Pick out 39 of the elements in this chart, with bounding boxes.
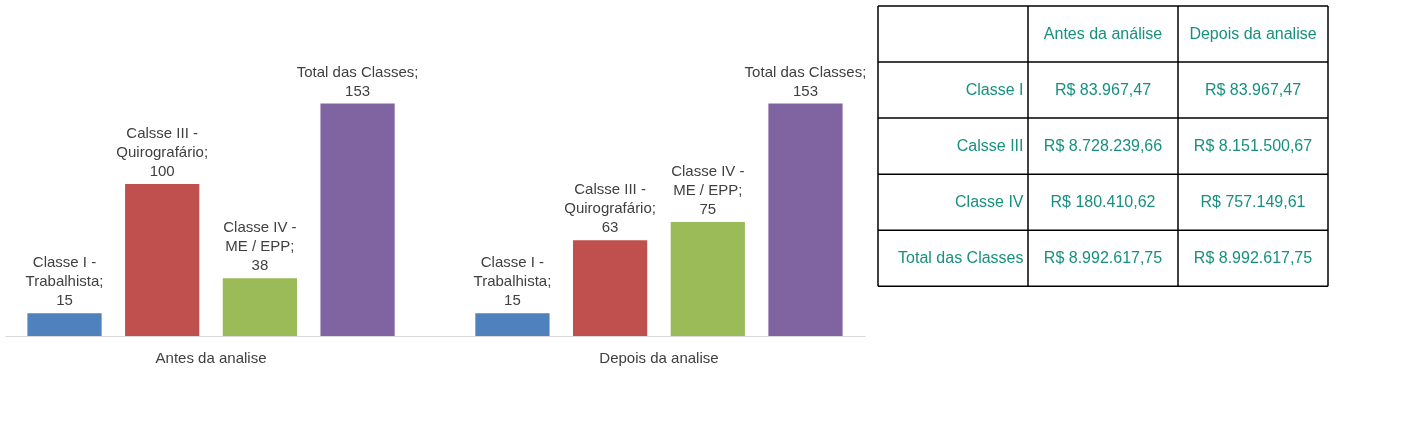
series-label: Classe IV - ME / EPP; bbox=[223, 218, 297, 255]
text: Calsse III - Quirografário; bbox=[564, 180, 656, 217]
text: Total das Classes; bbox=[296, 62, 419, 80]
text: R$ 757.149,61 bbox=[1200, 193, 1306, 211]
text: R$ 83.967,47 bbox=[1054, 81, 1152, 99]
data-label: 100 bbox=[149, 162, 175, 180]
text: R$ 180.410,62 bbox=[1050, 193, 1156, 211]
data-label: 153 bbox=[345, 81, 371, 99]
text: R$ 8.151.500,67 bbox=[1193, 137, 1313, 155]
series-label: Classe I - Trabalhista; bbox=[25, 253, 104, 290]
category-label: Classe I bbox=[965, 81, 1024, 99]
series-label: Calsse III - Quirografário; bbox=[116, 124, 209, 161]
bar bbox=[768, 103, 843, 336]
category-label: Classe IV bbox=[955, 193, 1024, 211]
category-label: Calsse III bbox=[956, 137, 1024, 155]
bar bbox=[27, 313, 102, 336]
category-label: Antes da análise bbox=[1043, 25, 1163, 43]
category-label: Depois da analise bbox=[1189, 25, 1317, 43]
data-label: 15 bbox=[56, 291, 73, 309]
text: Classe IV - ME / EPP; bbox=[671, 162, 745, 199]
bar bbox=[125, 184, 200, 336]
bar bbox=[475, 313, 550, 336]
data-label: 15 bbox=[504, 291, 521, 309]
category-label: Total das Classes bbox=[898, 249, 1024, 267]
text: R$ 8.728.239,66 bbox=[1043, 137, 1163, 155]
bar bbox=[222, 278, 297, 336]
data-label: 63 bbox=[601, 218, 619, 236]
x-tick-label: Antes da analise bbox=[155, 348, 267, 366]
text: R$ 83.967,47 bbox=[1204, 81, 1302, 99]
data-label: 75 bbox=[699, 200, 717, 218]
data-label: 38 bbox=[251, 256, 269, 274]
bar bbox=[573, 240, 648, 336]
text: R$ 8.992.617,75 bbox=[1193, 249, 1313, 267]
data-label: 153 bbox=[792, 81, 818, 99]
text: Classe I - Trabalhista; bbox=[473, 253, 552, 290]
bar bbox=[320, 103, 395, 336]
text: R$ 8.992.617,75 bbox=[1043, 249, 1163, 267]
bar bbox=[670, 222, 745, 336]
text: Total das Classes; bbox=[744, 62, 867, 80]
